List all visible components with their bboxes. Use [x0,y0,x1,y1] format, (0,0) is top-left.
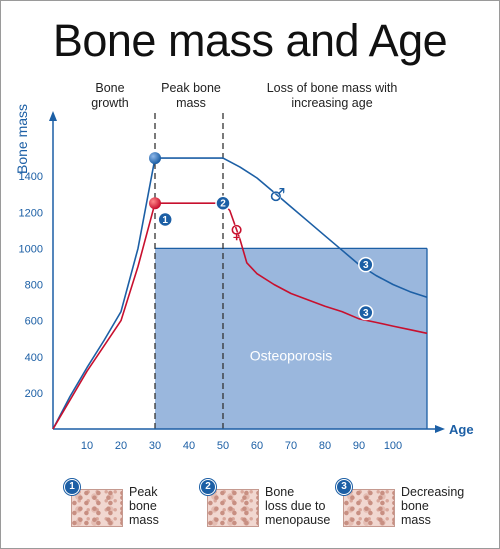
annotation-badge-label: 3 [363,260,369,271]
series-line-female-symbol [52,202,428,430]
x-tick-label: 90 [353,440,365,452]
y-tick-label: 600 [25,316,43,328]
y-tick-label: 1400 [19,171,43,183]
y-tick-label: 200 [25,388,43,400]
legend-item-menopause: 2 Bone loss due to menopause [200,477,337,537]
y-tick-label: 1200 [19,207,43,219]
y-tick-label: 800 [25,280,43,292]
annotation-badge-label: 2 [220,199,226,210]
peak-marker [149,152,161,165]
x-tick-label: 30 [149,440,161,452]
y-tick-label: 1000 [19,243,43,255]
annotation-badge-label: 1 [162,215,168,226]
x-tick-label: 100 [384,440,402,452]
annotation-badge-circle [157,211,173,228]
x-tick-label: 50 [217,440,229,452]
phase-label-bone-loss: Loss of bone mass with increasing age [266,81,398,110]
y-axis-arrow-icon [49,111,57,121]
annotation-badge: 3 [358,304,374,321]
bone-texture-menopause-icon [207,489,259,527]
legend-text: Peak bone mass [129,485,159,527]
legend-text: Decreasing bone mass [401,485,465,527]
y-tick-label: 400 [25,352,43,364]
phase-label-bone-growth: Bone growth [91,81,129,110]
bone-texture-peak-icon [71,489,123,527]
female-symbol-icon: ♀ [230,222,243,243]
osteoporosis-region [155,248,427,429]
x-tick-label: 60 [251,440,263,452]
x-tick-label: 70 [285,440,297,452]
annotation-badge: 1 [157,211,173,228]
x-tick-label: 80 [319,440,331,452]
annotation-badge-circle [215,195,231,211]
legend-badge: 3 [336,479,352,495]
legend-text: Bone loss due to menopause [265,485,331,527]
legend-item-decreasing: 3 Decreasing bone mass [336,477,483,537]
x-axis-arrow-icon [435,425,445,433]
peak-marker [149,197,161,210]
x-tick-label: 10 [81,440,93,452]
osteoporosis-label: Osteoporosis [250,347,332,363]
chart-title: Bone mass and Age [52,15,448,66]
x-tick-label: 20 [115,440,127,452]
annotation-badge: 3 [358,256,374,273]
annotation-badge: 2 [215,195,231,211]
y-axis-label: Bone mass [14,104,30,174]
annotation-badge-label: 3 [363,308,369,319]
bone-mass-chart: Osteoporosis Age Bone mass 10 20 30 40 50 60 70 80… [14,104,474,452]
phase-label-peak-bone-mass: Peak bone mass [161,81,221,110]
male-symbol-icon: ♂ [269,185,285,206]
legend-item-peak: 1 Peak bone mass [64,477,191,537]
x-axis-label: Age [449,422,474,437]
bone-texture-decreasing-icon [343,489,395,527]
legend-badge: 1 [64,479,80,495]
legend-badge: 2 [200,479,216,495]
x-tick-label: 40 [183,440,195,452]
annotation-badge-circle [358,304,374,321]
annotation-badge-circle [358,256,374,273]
